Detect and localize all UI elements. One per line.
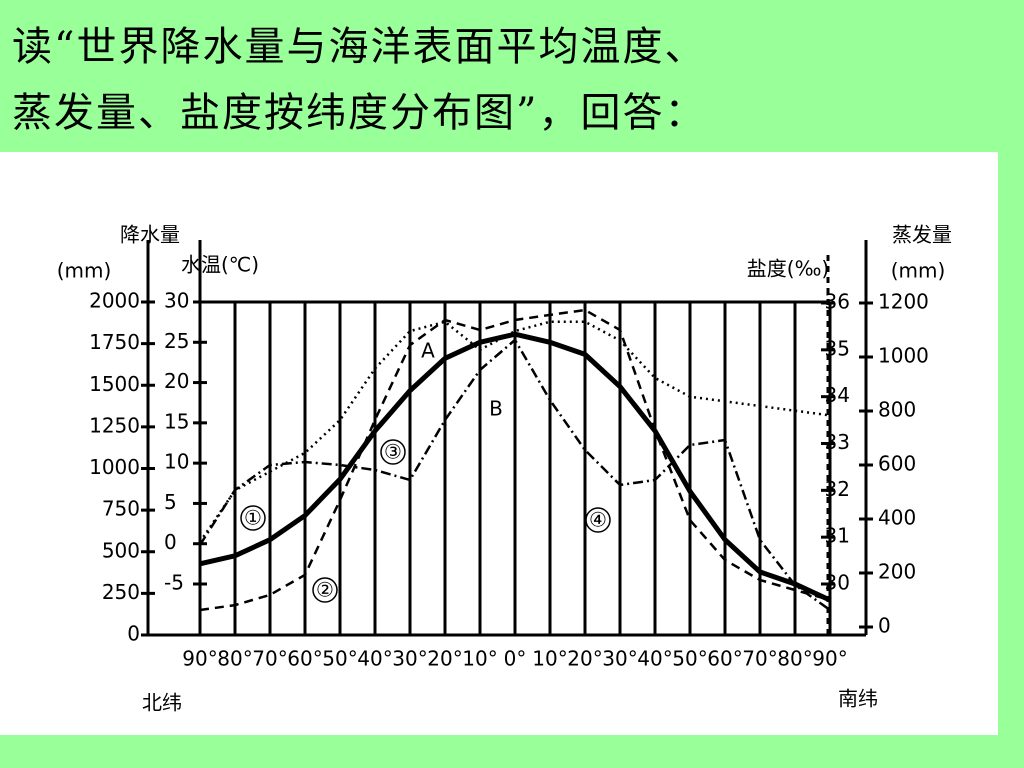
series-line [199, 331, 832, 603]
y-tick-label: 200 [878, 560, 916, 584]
x-tick-label: 80° [777, 647, 812, 671]
series-label-circle [380, 439, 406, 465]
question-line: 蒸发量、盐度按纬度分布图”，回答： [12, 90, 707, 136]
x-tick-label: 90° [812, 647, 847, 671]
y-tick-label: 800 [878, 398, 916, 422]
y-tick-label: 20 [164, 369, 189, 393]
series-label: ① [244, 506, 262, 530]
y-tick-label: 1750 [89, 330, 140, 354]
y-tick-label: 5 [164, 490, 177, 514]
y-tick-label: 2000 [89, 289, 140, 313]
axis-title: 蒸发量 [892, 223, 952, 247]
series-line [199, 308, 831, 612]
x-tick-label: 40° [637, 647, 672, 671]
y-tick-label: 0 [127, 622, 140, 646]
y-tick-label: 30 [825, 571, 850, 595]
series-label-circle [240, 505, 266, 531]
y-tick-label: 31 [825, 524, 850, 548]
x-label-north: 北纬 [142, 691, 182, 715]
y-tick-label: 1200 [878, 290, 929, 314]
y-tick-label: 1250 [89, 413, 140, 437]
annotation: A [421, 339, 435, 363]
annotation: B [489, 397, 503, 421]
axis-title: 盐度(‰) [747, 257, 829, 281]
y-tick-label: 600 [878, 452, 916, 476]
x-tick-label: 0° [504, 647, 527, 671]
y-tick-label: 0 [878, 614, 891, 638]
y-tick-label: 1000 [878, 344, 929, 368]
x-label-south: 南纬 [838, 687, 878, 711]
y-tick-label: -5 [164, 571, 184, 595]
y-tick-label: 33 [825, 430, 850, 454]
x-tick-label: 50° [322, 647, 357, 671]
x-tick-label: 80° [217, 647, 252, 671]
y-tick-label: 400 [878, 506, 916, 530]
x-tick-label: 30° [602, 647, 637, 671]
question-line: 读“世界降水量与海洋表面平均温度、 [12, 24, 707, 70]
x-tick-label: 30° [392, 647, 427, 671]
x-tick-label: 60° [287, 647, 322, 671]
x-tick-label: 60° [707, 647, 742, 671]
axis-title: 水温(℃) [181, 253, 259, 277]
y-tick-label: 0 [164, 530, 177, 554]
x-tick-label: 70° [742, 647, 777, 671]
series-label: ④ [589, 508, 607, 532]
series-line [198, 320, 831, 543]
x-tick-label: 50° [672, 647, 707, 671]
axis-title: 降水量 [120, 223, 180, 247]
y-tick-label: 1000 [89, 455, 140, 479]
y-tick-label: 250 [102, 580, 140, 604]
x-tick-label: 70° [252, 647, 287, 671]
y-tick-label: 25 [164, 329, 189, 353]
y-tick-label: 36 [825, 290, 850, 314]
y-tick-label: 32 [825, 477, 850, 501]
x-tick-label: 40° [357, 647, 392, 671]
y-tick-label: 1500 [89, 372, 140, 396]
axis-unit: (mm) [57, 259, 112, 283]
x-tick-label: 10° [532, 647, 567, 671]
y-tick-label: 15 [164, 409, 189, 433]
x-tick-label: 10° [462, 647, 497, 671]
y-tick-label: 500 [102, 538, 140, 562]
y-tick-label: 35 [825, 336, 850, 360]
series-label-circle [312, 577, 338, 603]
series-label: ② [316, 578, 334, 602]
y-tick-label: 30 [164, 289, 189, 313]
y-tick-label: 10 [164, 450, 189, 474]
x-tick-label: 20° [427, 647, 462, 671]
series-label: ③ [384, 440, 402, 464]
series-line [198, 338, 831, 612]
x-tick-label: 20° [567, 647, 602, 671]
y-tick-label: 750 [102, 497, 140, 521]
axis-unit: (mm) [891, 259, 946, 283]
x-tick-label: 90° [182, 647, 217, 671]
series-label-circle [585, 507, 611, 533]
y-tick-label: 34 [825, 383, 850, 407]
